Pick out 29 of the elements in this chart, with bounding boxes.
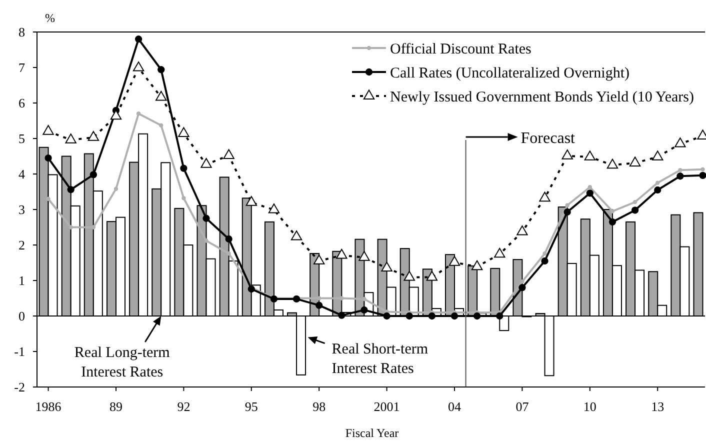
y-tick-label: 5 xyxy=(18,131,25,146)
y-tick-label: -2 xyxy=(14,380,25,395)
x-tick-label: 1986 xyxy=(35,399,62,414)
ref-line-label: Forecast xyxy=(520,130,576,147)
x-tick-label: 89 xyxy=(109,399,122,414)
legend-label: Newly Issued Government Bonds Yield (10 Years) xyxy=(390,89,694,106)
annotation: Real Long-term Interest Rates xyxy=(74,345,170,380)
x-axis-title: Fiscal Year xyxy=(345,426,399,440)
legend-label: Official Discount Rates xyxy=(390,41,532,58)
y-tick-label: -1 xyxy=(14,344,25,360)
x-tick-label: 98 xyxy=(312,399,326,414)
y-tick-label: 0 xyxy=(18,308,25,324)
legend-label: Call Rates (Uncollateralized Overnight) xyxy=(390,65,630,82)
x-tick-label: 07 xyxy=(516,399,530,414)
x-tick-label: 95 xyxy=(244,399,258,414)
y-tick-label: 6 xyxy=(18,96,26,111)
y-tick-label: 1 xyxy=(18,273,25,288)
y-tick-label: 4 xyxy=(18,166,26,182)
x-tick-label: 2001 xyxy=(374,399,400,414)
x-tick-label: 92 xyxy=(177,399,190,414)
y-tick-label: 3 xyxy=(18,202,25,218)
x-tick-label: 04 xyxy=(448,399,462,414)
annotation: Real Short-term Interest Rates xyxy=(332,341,428,377)
y-tick-label: 2 xyxy=(18,238,25,253)
y-tick-label: 7 xyxy=(18,60,26,76)
x-tick-label: 13 xyxy=(651,399,664,414)
y-axis-title: % xyxy=(45,11,55,25)
x-tick-label: 10 xyxy=(583,399,596,414)
y-tick-label: 8 xyxy=(18,24,25,40)
